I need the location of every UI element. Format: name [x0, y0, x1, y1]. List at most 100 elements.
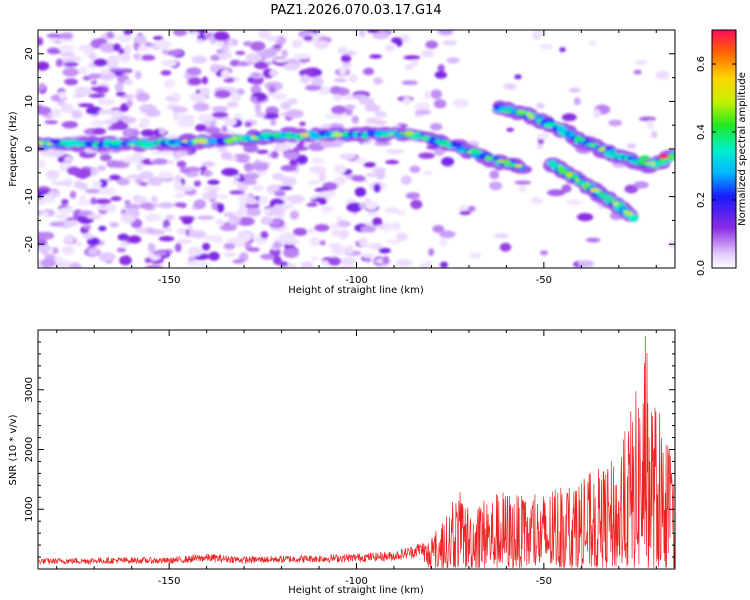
heatmap-blob	[508, 163, 517, 167]
heatmap-blob	[330, 222, 340, 230]
heatmap-blob	[432, 225, 445, 233]
heatmap-blob	[318, 86, 332, 95]
heatmap-blob	[203, 185, 221, 192]
heatmap-blob	[228, 218, 237, 226]
heatmap-blob	[336, 220, 351, 228]
heatmap-blob	[565, 200, 582, 205]
heatmap-blob	[283, 151, 301, 160]
heatmap-blob	[186, 261, 204, 267]
heatmap-blob	[223, 77, 235, 83]
heatmap-blob	[433, 148, 445, 156]
heatmap-blob	[229, 190, 245, 195]
heatmap-blob	[354, 187, 367, 197]
heatmap-blob	[256, 149, 269, 154]
heatmap-blob	[203, 169, 212, 178]
heatmap-blob	[608, 119, 623, 127]
heatmap-blob	[127, 235, 142, 244]
heatmap-blob	[404, 131, 414, 136]
heatmap-blob	[612, 152, 617, 156]
heatmap-blob	[655, 70, 670, 80]
heatmap-blob	[125, 142, 134, 146]
heatmap-blob	[59, 91, 66, 100]
heatmap-blob	[174, 202, 185, 208]
heatmap-blob	[441, 157, 455, 167]
heatmap-blob	[261, 48, 277, 58]
heatmap-blob	[598, 147, 606, 152]
heatmap-blob	[274, 190, 286, 197]
heatmap-blob	[64, 78, 79, 86]
heatmap-blob	[252, 185, 264, 191]
heatmap-blob	[160, 70, 172, 76]
heatmap-blob	[46, 47, 62, 55]
snr-y-tick-label: 1000	[24, 497, 35, 522]
heatmap-blob	[439, 238, 448, 247]
heatmap-blob	[56, 101, 67, 107]
heatmap-blob	[150, 195, 158, 203]
heatmap-blob	[428, 248, 435, 256]
heatmap-blob	[539, 43, 554, 50]
heatmap-y-tick-label: -20	[24, 236, 35, 252]
heatmap-blob	[468, 252, 482, 259]
heatmap-blob	[245, 197, 258, 205]
heatmap-blob	[293, 53, 309, 59]
heatmap-blob	[135, 92, 150, 102]
heatmap-blob	[550, 161, 557, 166]
heatmap-blob	[90, 197, 97, 205]
heatmap-blob	[133, 54, 140, 59]
heatmap-blob	[109, 222, 119, 228]
heatmap-blob	[425, 40, 439, 49]
heatmap-blob	[170, 92, 181, 100]
heatmap-blob	[271, 219, 281, 226]
heatmap-blob	[304, 84, 322, 91]
heatmap-blob	[54, 181, 72, 186]
heatmap-x-tick-label: -150	[158, 275, 181, 286]
heatmap-blob	[365, 117, 381, 125]
heatmap-blob	[414, 102, 431, 111]
heatmap-blob	[176, 185, 195, 192]
heatmap-blob	[46, 33, 63, 39]
chart-title: PAZ1.2026.070.03.17.G14	[270, 3, 441, 18]
heatmap-blob	[473, 151, 480, 155]
colorbar: 0.0 0.2 0.4 0.6 Normalized spectral amplitu…	[696, 29, 748, 276]
heatmap-blob	[119, 115, 129, 121]
heatmap-blob	[369, 54, 382, 59]
heatmap-blob	[89, 87, 103, 92]
heatmap-blob	[375, 110, 387, 118]
heatmap-blob	[272, 44, 283, 49]
heatmap-blob	[220, 151, 232, 160]
heatmap-blob	[485, 156, 494, 160]
heatmap-blob	[120, 214, 136, 224]
heatmap-blob	[92, 142, 99, 145]
heatmap-blob	[220, 44, 230, 52]
heatmap-blob	[633, 181, 649, 189]
heatmap-blob	[236, 208, 243, 219]
heatmap-blob	[647, 163, 653, 167]
heatmap-blob	[54, 213, 70, 220]
heatmap-blob	[424, 170, 433, 176]
heatmap-blob	[55, 58, 63, 67]
heatmap-blob	[78, 87, 93, 96]
heatmap-blob	[88, 93, 106, 99]
heatmap-blob	[442, 40, 458, 46]
heatmap-blob	[283, 63, 300, 71]
heatmap-blob	[260, 231, 269, 239]
heatmap-blob	[106, 31, 114, 39]
heatmap-blob	[313, 69, 322, 77]
heatmap-blob	[324, 114, 341, 119]
heatmap-blob	[273, 255, 282, 265]
heatmap-blob	[159, 127, 167, 135]
heatmap-blob	[55, 264, 67, 268]
heatmap-blob	[547, 189, 566, 197]
heatmap-blob	[46, 142, 53, 146]
heatmap-field	[38, 30, 675, 268]
heatmap-blob	[331, 105, 347, 115]
heatmap-blob	[64, 234, 75, 244]
heatmap-blob	[291, 39, 303, 48]
heatmap-blob	[223, 211, 235, 218]
heatmap-blob	[231, 180, 240, 186]
heatmap-blob	[134, 70, 142, 80]
heatmap-blob	[94, 198, 112, 205]
heatmap-blob	[374, 225, 386, 230]
heatmap-blob	[272, 92, 288, 101]
